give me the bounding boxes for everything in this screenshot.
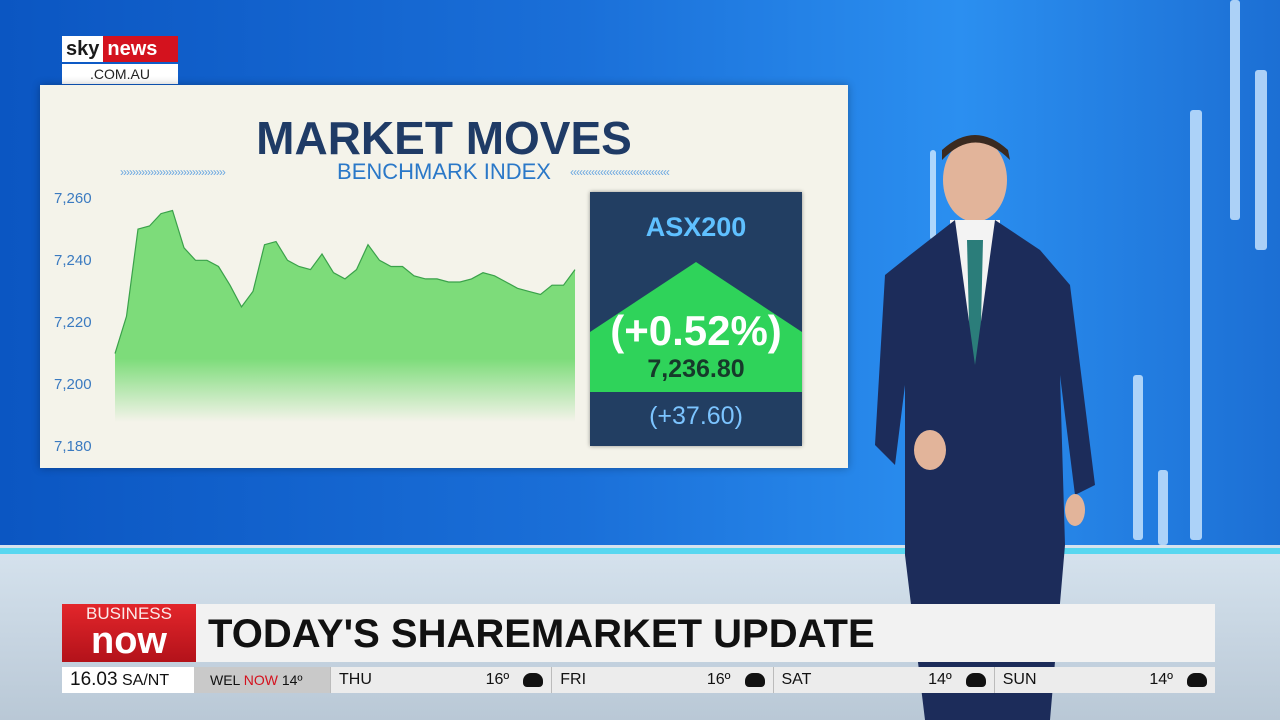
index-chart	[114, 209, 576, 422]
day: THU	[339, 671, 372, 688]
forecast-day: THU 16º	[330, 667, 551, 693]
presenter	[875, 135, 1095, 720]
day: FRI	[560, 671, 587, 688]
rain-cloud-icon	[744, 673, 765, 687]
y-tick: 7,200	[54, 376, 92, 393]
point-change: (+37.60)	[649, 402, 743, 430]
now-temp: 14º	[281, 672, 303, 688]
logo-domain: .COM.AU	[62, 64, 178, 84]
index-name: ASX200	[645, 212, 747, 242]
studio-bar	[1133, 375, 1143, 540]
studio-bar	[1158, 470, 1168, 545]
rain-cloud-icon	[1187, 673, 1207, 687]
brand-top: BUSINESS	[86, 604, 172, 623]
market-moves-board: MARKET MOVES ›››››››››››››››››››››››››››…	[40, 85, 848, 468]
percent-change: (+0.52%)	[610, 307, 782, 354]
headline: TODAY'S SHAREMARKET UPDATE	[196, 604, 1215, 662]
y-tick: 7,180	[54, 438, 92, 455]
y-tick: 7,220	[54, 314, 92, 331]
board-subtitle: BENCHMARK INDEX	[337, 159, 551, 184]
business-now-logo: BUSINESS now	[62, 604, 196, 662]
forecast-day: SUN 14º	[993, 667, 1215, 693]
y-tick: 7,260	[54, 190, 92, 207]
floor-light	[0, 548, 1280, 554]
time: 16.03	[70, 669, 118, 690]
chevrons-left: ›››››››››››››››››››››››››››››››››››	[120, 165, 226, 179]
city: WEL	[210, 672, 240, 688]
forecast-day: FRI 16º	[551, 667, 772, 693]
studio-bar	[930, 150, 936, 240]
temp: 16º	[706, 671, 731, 688]
day: SAT	[781, 671, 812, 688]
y-tick: 7,240	[54, 252, 92, 269]
chart-area	[115, 210, 575, 422]
index-value: 7,236.80	[647, 355, 745, 383]
cloud-icon	[523, 673, 544, 687]
brand-bottom: now	[91, 620, 167, 662]
chart-line	[114, 209, 576, 354]
sky-news-logo: sky news .COM.AU	[62, 36, 178, 84]
studio-bar	[1230, 0, 1240, 220]
board-title: MARKET MOVES	[256, 112, 632, 164]
weather-ticker: 16.03 SA/NT WEL NOW 14º THU 16º FRI 16º SA…	[62, 667, 1215, 693]
temp: 16º	[485, 671, 510, 688]
up-arrow-icon	[590, 262, 802, 392]
clock: 16.03 SA/NT	[62, 667, 194, 693]
temp: 14º	[1149, 671, 1173, 688]
asx200-box: ASX200 (+0.52%) 7,236.80 (+37.60)	[590, 192, 802, 446]
rain-cloud-icon	[965, 673, 986, 687]
current-weather: WEL NOW 14º	[194, 667, 330, 693]
chevrons-right: ‹‹‹‹‹‹‹‹‹‹‹‹‹‹‹‹‹‹‹‹‹‹‹‹‹‹‹‹‹‹‹‹‹	[570, 165, 670, 179]
temp: 14º	[928, 671, 952, 688]
studio-bar	[1190, 110, 1202, 540]
studio-bar	[1255, 70, 1267, 250]
forecast-day: SAT 14º	[772, 667, 994, 693]
region: SA/NT	[122, 672, 170, 689]
now-label: NOW	[243, 672, 278, 688]
day: SUN	[1002, 671, 1037, 688]
